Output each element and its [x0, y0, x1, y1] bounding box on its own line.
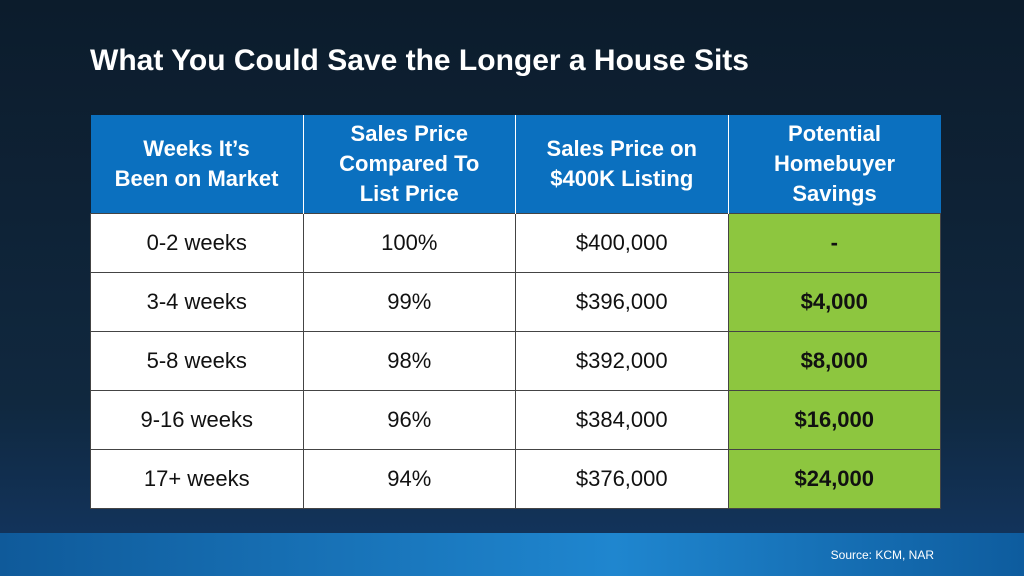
- table-row: 3-4 weeks 99% $396,000 $4,000: [90, 272, 941, 332]
- header-line: Potential: [788, 121, 881, 146]
- header-line: Savings: [792, 181, 877, 206]
- table-body: 0-2 weeks 100% $400,000-3-4 weeks 99% $396,0…: [90, 213, 941, 509]
- table-cell: 99%: [302, 272, 516, 332]
- table-cell: $392,000: [515, 331, 729, 391]
- table-cell: 94%: [302, 449, 516, 509]
- table-row: 5-8 weeks 98% $392,000 $8,000: [90, 331, 941, 391]
- header-line: Been on Market: [114, 166, 279, 191]
- savings-cell: $4,000: [727, 272, 941, 332]
- table-cell: 17+ weeks: [90, 449, 304, 509]
- savings-cell: $24,000: [727, 449, 941, 509]
- table-cell: 98%: [302, 331, 516, 391]
- savings-cell: $16,000: [727, 390, 941, 450]
- table-cell: 0-2 weeks: [90, 213, 304, 273]
- table-cell: $384,000: [515, 390, 729, 450]
- header-cell: Potential Homebuyer Savings: [727, 115, 941, 214]
- header-cell: Sales Price on $400K Listing: [515, 115, 728, 214]
- table-cell: 96%: [302, 390, 516, 450]
- table-row: 0-2 weeks 100% $400,000-: [90, 213, 941, 273]
- table-cell: 5-8 weeks: [90, 331, 304, 391]
- title: What You Could Save the Longer a House S…: [90, 44, 749, 77]
- header-line: Homebuyer: [773, 151, 896, 176]
- header-row: Weeks It’s Been on Market Sales Price Compa…: [90, 115, 941, 214]
- table-cell: $396,000: [515, 272, 729, 332]
- savings-cell: -: [727, 213, 941, 273]
- header-line: List Price: [359, 181, 459, 206]
- table-cell: $400,000: [515, 213, 729, 273]
- table-cell: 100%: [302, 213, 516, 273]
- header-line: Sales Price: [350, 121, 468, 146]
- header-line: Sales Price on: [546, 136, 697, 161]
- header-line: Weeks It’s: [143, 136, 250, 161]
- table-cell: 9-16 weeks: [90, 390, 304, 450]
- header-cell: Sales Price Compared To List Price: [302, 115, 516, 214]
- table-cell: 3-4 weeks: [90, 272, 304, 332]
- footer-band: [0, 533, 1024, 576]
- savings-table: Weeks It’s Been on Market Sales Price Compa…: [90, 115, 941, 509]
- header-cell: Weeks It’s Been on Market: [90, 115, 303, 214]
- table-cell: $376,000: [515, 449, 729, 509]
- table-row: 17+ weeks 94% $376,000 $24,000: [90, 449, 941, 509]
- savings-cell: $8,000: [727, 331, 941, 391]
- header-line: $400K Listing: [550, 166, 694, 191]
- source: Source: KCM, NAR: [830, 548, 934, 562]
- header-line: Compared To: [339, 151, 480, 176]
- table-row: 9-16 weeks 96% $384,000 $16,000: [90, 390, 941, 450]
